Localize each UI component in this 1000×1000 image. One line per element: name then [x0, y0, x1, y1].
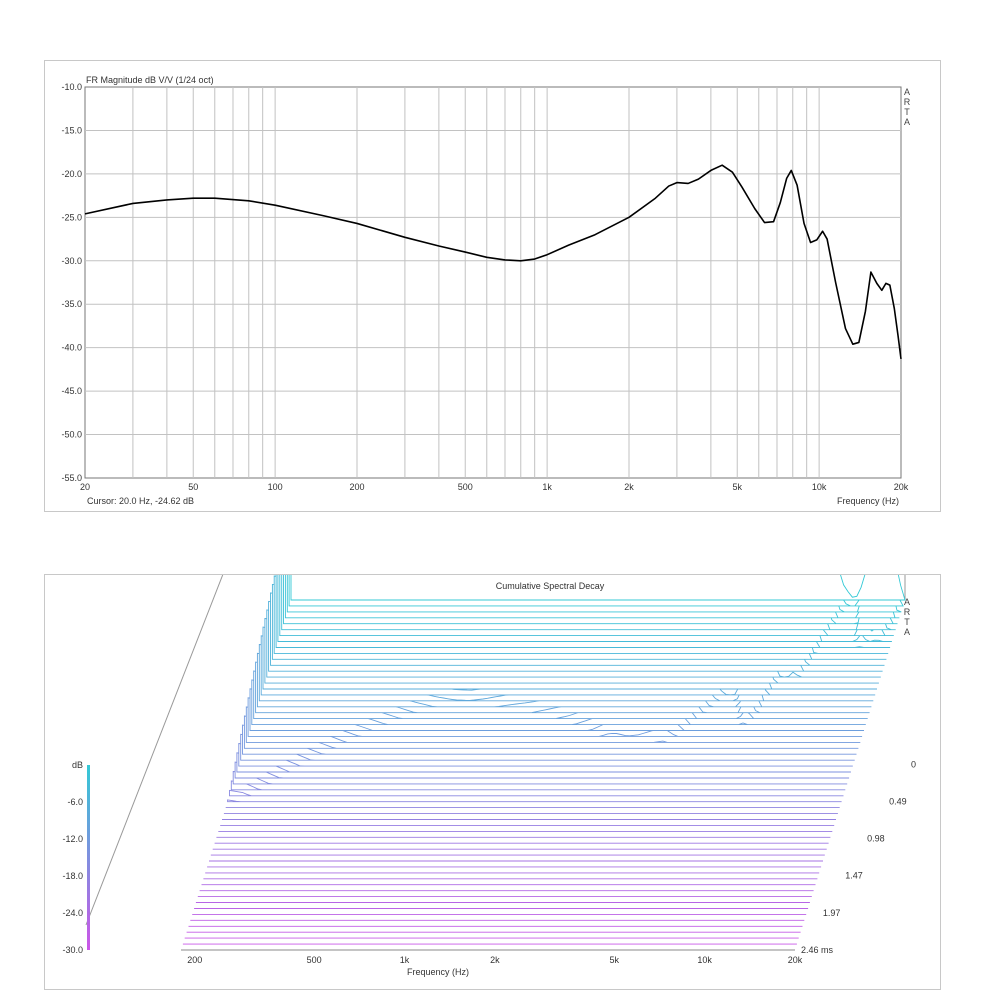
csd-time-tick-label: 1.97 [823, 908, 841, 918]
csd-brand-letter: R [904, 607, 911, 617]
fr-brand-letter: A [904, 87, 910, 97]
csd-decay-slice [227, 799, 842, 803]
fr-x-tick-label: 5k [732, 482, 742, 492]
csd-x-tick-label: 500 [307, 955, 322, 965]
csd-y-tick-label: -6.0 [67, 797, 83, 807]
csd-decay-slice [290, 575, 906, 601]
fr-x-tick-label: 20 [80, 482, 90, 492]
csd-decay-slice [236, 752, 851, 773]
csd-decay-slice [240, 733, 855, 761]
csd-time-tick-label: 0.49 [889, 796, 907, 806]
fr-series-line [84, 164, 902, 360]
spectral-decay-panel: 200 500 1k 2k 5k 10k 20k Frequency (Hz) 0 0.49 0.9… [44, 574, 941, 990]
fr-x-tick-label: 1k [542, 482, 552, 492]
csd-decay-slice [232, 770, 848, 785]
fr-y-tick-label: -50.0 [61, 430, 82, 440]
fr-y-tick-label: -40.0 [61, 343, 82, 353]
fr-brand-letter: T [904, 107, 910, 117]
csd-time-tick-label: 2.46 ms [801, 945, 834, 955]
fr-x-axis-label: Frequency (Hz) [837, 496, 899, 506]
csd-decay-slice [234, 761, 850, 779]
csd-decay-slice [243, 715, 859, 749]
fr-x-tick-label: 20k [894, 482, 909, 492]
csd-time-tick-label: 0 [911, 760, 916, 770]
fr-cursor-readout: Cursor: 20.0 Hz, -24.62 dB [87, 496, 194, 506]
fr-y-tick-label: -25.0 [61, 212, 82, 222]
fr-x-tick-label: 2k [624, 482, 634, 492]
frequency-response-chart: -10.0 -15.0 -20.0 -25.0 -30.0 -35.0 -40.0 -45.0… [61, 75, 911, 506]
csd-time-tick-label: 1.47 [845, 870, 863, 880]
csd-decay-slice [230, 780, 846, 791]
fr-plot-area [84, 86, 902, 479]
fr-x-tick-label: 50 [188, 482, 198, 492]
csd-x-tick-label: 2k [490, 955, 500, 965]
fr-chart-title: FR Magnitude dB V/V (1/24 oct) [86, 75, 214, 85]
csd-decay-slice [245, 706, 861, 743]
fr-x-tick-label: 100 [268, 482, 283, 492]
frequency-response-panel: -10.0 -15.0 -20.0 -25.0 -30.0 -35.0 -40.0 -45.0… [44, 60, 941, 512]
spectral-decay-chart: 200 500 1k 2k 5k 10k 20k Frequency (Hz) 0 0.49 0.9… [62, 575, 916, 977]
csd-time-tick-label: 0.98 [867, 833, 885, 843]
csd-x-tick-label: 20k [788, 955, 803, 965]
csd-y-tick-label: -18.0 [62, 871, 83, 881]
csd-chart-title: Cumulative Spectral Decay [496, 581, 605, 591]
fr-x-tick-label: 500 [458, 482, 473, 492]
fr-x-tick-label: 10k [812, 482, 827, 492]
csd-x-axis-label: Frequency (Hz) [407, 967, 469, 977]
fr-y-tick-label: -35.0 [61, 299, 82, 309]
csd-decay-slice [229, 789, 844, 797]
fr-y-tick-label: -55.0 [61, 473, 82, 483]
csd-brand-letter: T [904, 617, 910, 627]
fr-y-tick-label: -30.0 [61, 256, 82, 266]
csd-decay-slice [238, 742, 853, 767]
fr-x-tick-label: 200 [349, 482, 364, 492]
csd-y-tick-label: -30.0 [62, 945, 83, 955]
fr-brand-letter: R [904, 97, 911, 107]
csd-colorbar [87, 765, 90, 950]
csd-x-tick-label: 10k [697, 955, 712, 965]
csd-left-depth-edge [85, 575, 224, 926]
csd-x-tick-label: 1k [400, 955, 410, 965]
fr-y-tick-label: -20.0 [61, 169, 82, 179]
csd-decay-slice [247, 697, 863, 737]
csd-y-tick-label: -24.0 [62, 908, 83, 918]
fr-y-tick-label: -10.0 [61, 82, 82, 92]
csd-brand-letter: A [904, 597, 910, 607]
csd-brand-letter: A [904, 627, 910, 637]
csd-y-tick-label: dB [72, 760, 83, 770]
fr-y-tick-label: -45.0 [61, 386, 82, 396]
csd-x-tick-label: 5k [610, 955, 620, 965]
fr-y-tick-label: -15.0 [61, 125, 82, 135]
fr-brand-letter: A [904, 117, 910, 127]
csd-y-tick-label: -12.0 [62, 834, 83, 844]
csd-decay-slice [242, 724, 857, 755]
csd-x-tick-label: 200 [187, 955, 202, 965]
